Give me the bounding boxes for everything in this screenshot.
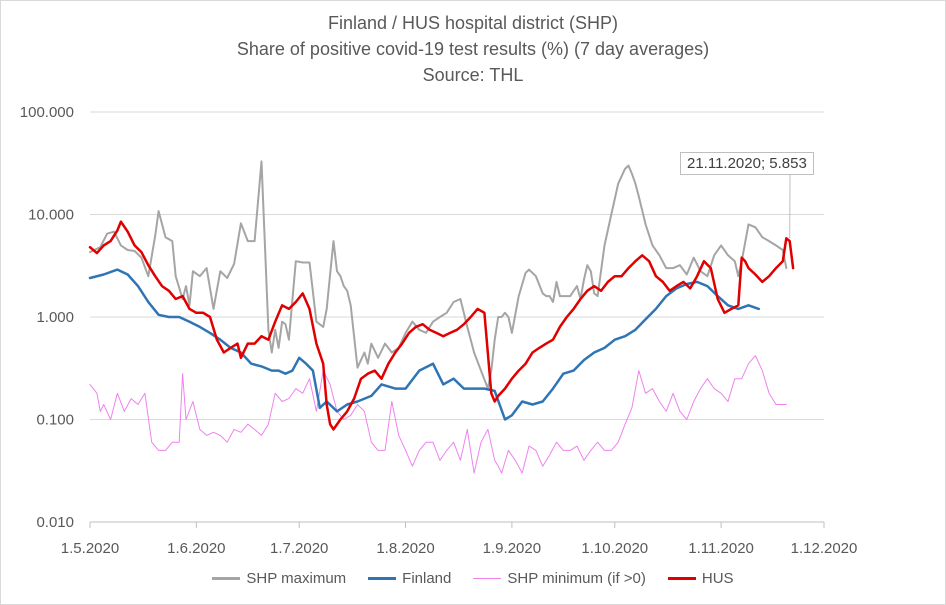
legend-item-hus: HUS (667, 570, 734, 587)
series-line-hus (88, 220, 795, 431)
chart-source: Source: THL (422, 65, 524, 85)
y-tick-label: 10.000 (28, 207, 74, 224)
data-callout: 21.11.2020; 5.853 (680, 152, 814, 175)
x-tick-label: 1.12.2020 (791, 540, 858, 557)
chart-title: Finland / HUS hospital district (SHP) (327, 13, 619, 33)
y-tick-label: 0.010 (36, 514, 74, 531)
legend-label-hus: HUS (701, 570, 734, 587)
x-tick-label: 1.7.2020 (270, 540, 328, 557)
x-tick-label: 1.6.2020 (167, 540, 225, 557)
chart-legend: SHP maximum Finland SHP minimum (if >0) … (0, 570, 946, 587)
legend-item-shp-minimum: SHP minimum (if >0) (473, 570, 646, 587)
legend-item-finland: Finland (368, 570, 451, 587)
x-tick-label: 1.11.2020 (688, 540, 754, 557)
x-tick-label: 1.8.2020 (376, 540, 434, 557)
legend-item-shp-maximum: SHP maximum (212, 570, 346, 587)
legend-swatch-shp-maximum (212, 577, 241, 580)
chart-titles: Finland / HUS hospital district (SHP) Sh… (0, 10, 946, 88)
legend-label-shp-maximum: SHP maximum (246, 570, 347, 587)
chart-subtitle: Share of positive covid-19 test results … (236, 39, 710, 59)
legend-swatch-hus (667, 577, 696, 580)
series-line-shp-minimum (89, 355, 787, 474)
y-tick-label: 100.000 (20, 104, 74, 121)
legend-label-finland: Finland (402, 570, 452, 587)
legend-swatch-finland (368, 577, 397, 580)
legend-label-shp-minimum: SHP minimum (if >0) (507, 570, 646, 587)
legend-swatch-shp-minimum (473, 578, 502, 579)
y-tick-label: 1.000 (36, 309, 74, 326)
x-tick-label: 1.5.2020 (61, 540, 119, 557)
x-tick-label: 1.9.2020 (483, 540, 541, 557)
y-tick-label: 0.100 (36, 412, 74, 429)
x-tick-label: 1.10.2020 (581, 540, 648, 557)
series-line-shp-maximum (89, 160, 788, 390)
series-line-finland (88, 268, 761, 421)
